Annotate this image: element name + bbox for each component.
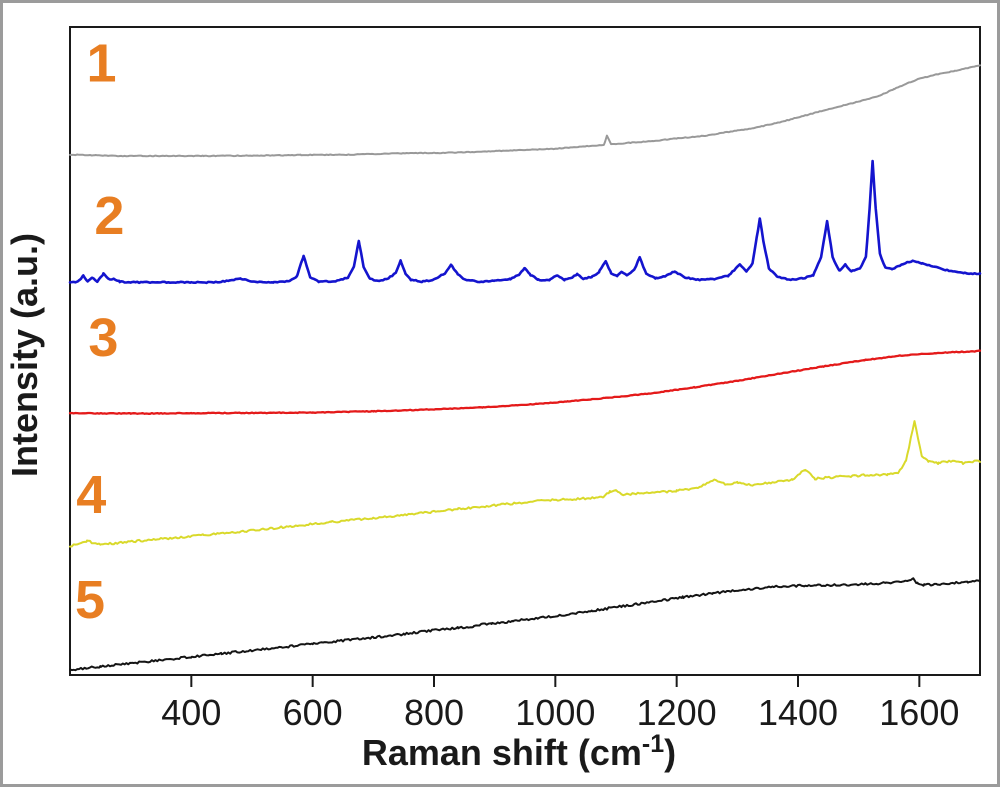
series-label-1: 1 — [87, 33, 117, 93]
x-tick-label: 1600 — [879, 692, 959, 733]
spectrum-line-1 — [69, 64, 981, 158]
x-tick-label: 800 — [404, 692, 464, 733]
x-axis-tick-labels: 400 600 800 1000 1200 1400 1600 — [161, 692, 959, 733]
x-tick-label: 1200 — [637, 692, 717, 733]
spectrum-line-3 — [68, 349, 982, 415]
spectra-curves — [68, 64, 982, 672]
series-label-3: 3 — [88, 308, 118, 368]
plot-frame — [69, 26, 981, 676]
x-axis-title: Raman shift (cm-1) — [362, 730, 676, 773]
spectrum-line-4 — [69, 420, 981, 548]
x-tick-label: 400 — [161, 692, 221, 733]
series-label-4: 4 — [76, 465, 106, 525]
x-tick-label: 1400 — [758, 692, 838, 733]
x-tick-label: 600 — [283, 692, 343, 733]
spectrum-line-5 — [69, 577, 981, 672]
y-axis-title: Intensity (a.u.) — [4, 233, 45, 477]
series-number-labels: 1 2 3 4 5 — [75, 33, 124, 630]
spectrum-line-2 — [68, 159, 982, 285]
x-axis-ticks — [190, 675, 921, 687]
series-label-5: 5 — [75, 570, 105, 630]
raman-spectra-chart: 400 600 800 1000 1200 1400 1600 1 2 3 4 5 Raman sh… — [4, 26, 982, 773]
series-label-2: 2 — [94, 186, 124, 246]
x-tick-label: 1000 — [515, 692, 595, 733]
